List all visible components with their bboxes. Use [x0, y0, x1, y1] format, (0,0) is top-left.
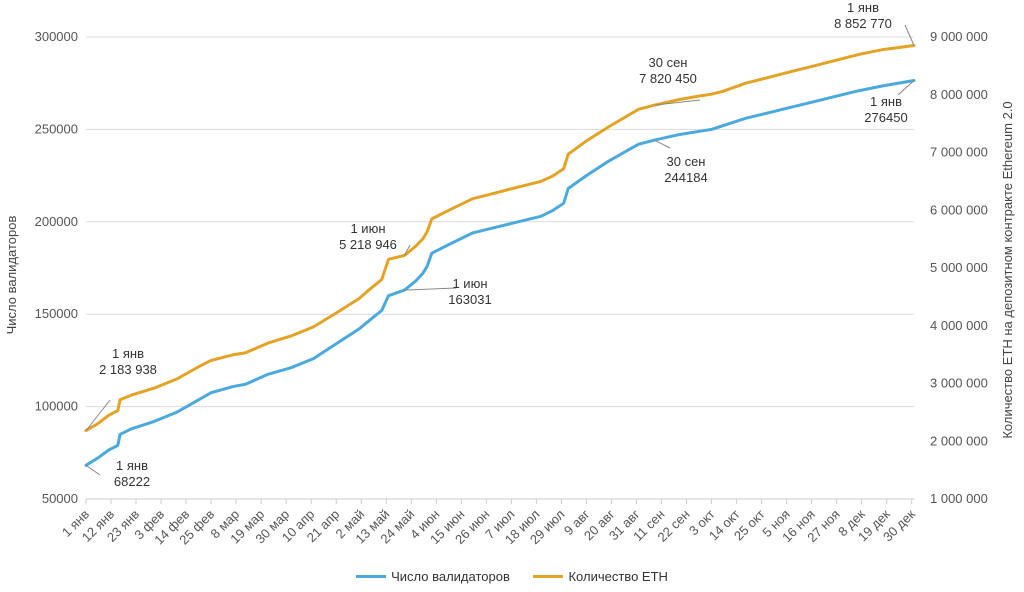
- y-right-tick-1-000-000: 1 000 000: [930, 491, 988, 506]
- ann-validators-end-leader: [897, 80, 915, 96]
- ann-eth-end-leader: [904, 24, 915, 46]
- ann-eth-end-value: 8 852 770: [834, 16, 892, 31]
- y-right-tick-2-000-000: 2 000 000: [930, 433, 988, 448]
- y-axis-left: 50000 100000 150000 200000 250000 300000: [35, 29, 78, 506]
- y-right-tick-8-000-000: 8 000 000: [930, 87, 988, 102]
- ann-eth-jun-date: 1 июн: [350, 221, 385, 236]
- ann-validators-jun-date: 1 июн: [452, 276, 487, 291]
- legend-label-eth: Количество ETH: [568, 569, 668, 584]
- y-left-tick-200000: 200000: [35, 214, 78, 229]
- ann-validators-jun-value: 163031: [448, 292, 491, 307]
- y-axis-left-title: Число валидаторов: [4, 216, 19, 335]
- ann-validators-sep-leader: [654, 139, 671, 149]
- legend-swatch-validators: [356, 575, 387, 578]
- y-left-tick-50000: 50000: [42, 491, 78, 506]
- ann-eth-end-date: 1 янв: [847, 0, 879, 15]
- y-left-tick-100000: 100000: [35, 399, 78, 414]
- y-right-tick-3-000-000: 3 000 000: [930, 376, 988, 391]
- ann-validators-jun-leader: [404, 287, 457, 291]
- y-right-tick-7-000-000: 7 000 000: [930, 145, 988, 160]
- y-left-tick-300000: 300000: [35, 29, 78, 44]
- ann-eth-start-leader: [85, 399, 111, 431]
- ann-validators-sep-date: 30 сен: [667, 154, 706, 169]
- legend-item-validators[interactable]: Число валидаторов: [356, 569, 510, 584]
- series-line-eth[interactable]: [84, 44, 916, 433]
- ann-validators-start-leader: [85, 464, 101, 476]
- ann-validators-sep-value: 244184: [664, 170, 707, 185]
- series-lines: [84, 44, 916, 467]
- legend: Число валидаторов Количество ETH: [0, 566, 1024, 584]
- y-right-tick-5-000-000: 5 000 000: [930, 260, 988, 275]
- ann-validators-end-date: 1 янв: [870, 94, 902, 109]
- ann-eth-jun-leader: [404, 244, 411, 256]
- y-right-tick-4-000-000: 4 000 000: [930, 318, 988, 333]
- y-left-tick-250000: 250000: [35, 121, 78, 136]
- ann-eth-jun-value: 5 218 946: [339, 237, 397, 252]
- legend-label-validators: Число валидаторов: [391, 569, 510, 584]
- ann-eth-sep-value: 7 820 450: [639, 71, 697, 86]
- legend-swatch-eth: [533, 575, 564, 578]
- y-axis-right: 1 000 000 2 000 000 3 000 000 4 000 000 5 00…: [930, 29, 988, 506]
- y-left-tick-150000: 150000: [35, 306, 78, 321]
- ann-eth-sep-leader: [654, 99, 701, 106]
- legend-item-eth[interactable]: Количество ETH: [533, 569, 668, 584]
- ann-validators-start-date: 1 янв: [116, 458, 148, 473]
- y-right-tick-9-000-000: 9 000 000: [930, 29, 988, 44]
- ann-eth-sep-date: 30 сен: [649, 55, 688, 70]
- y-axis-right-title: Количество ETH на депозитном контракте E…: [1000, 101, 1015, 438]
- ann-eth-start-date: 1 янв: [112, 346, 144, 361]
- ann-validators-end-value: 276450: [864, 110, 907, 125]
- ann-validators-start-value: 68222: [114, 474, 150, 489]
- ann-eth-start-value: 2 183 938: [99, 362, 157, 377]
- y-right-tick-6-000-000: 6 000 000: [930, 202, 988, 217]
- series-line-validators[interactable]: [84, 79, 916, 467]
